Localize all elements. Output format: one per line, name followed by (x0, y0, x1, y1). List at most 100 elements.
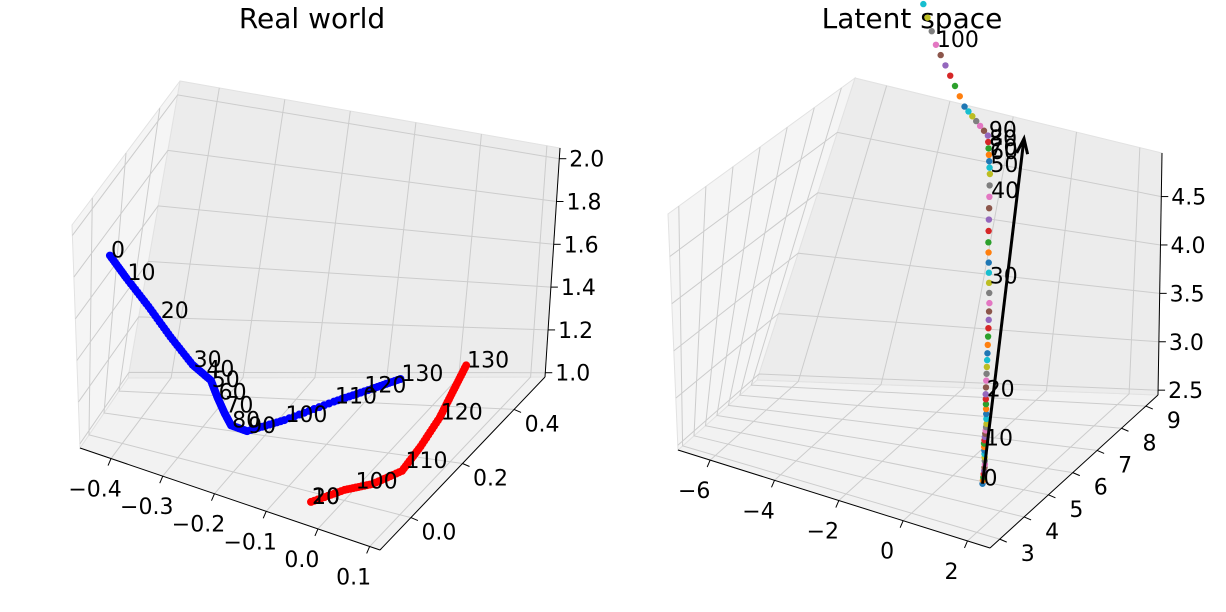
z-gridline (675, 313, 1159, 399)
data-point (985, 249, 992, 256)
x-tick-mark (159, 475, 164, 484)
y-tick-label: 0.2 (473, 467, 508, 492)
y-gridline (716, 146, 1073, 474)
data-point (961, 103, 968, 110)
x-gridline (214, 110, 351, 495)
data-point (920, 0, 927, 8)
data-point (932, 41, 940, 48)
point-annotation: 50 (990, 153, 1018, 178)
chart-title-real-world: Real world (239, 2, 385, 35)
x-tick-label: −6 (678, 479, 710, 504)
back-pane (127, 80, 561, 379)
direction-arrow-head (1015, 134, 1030, 155)
data-point (462, 361, 471, 370)
y-tick-label: 9 (1167, 409, 1181, 434)
x-tick-label: −4 (742, 499, 774, 524)
data-point (986, 299, 993, 307)
data-point (986, 193, 993, 201)
data-point (984, 333, 992, 340)
x-gridline (369, 145, 548, 547)
y-gridline (750, 87, 1146, 407)
z-gridline (673, 252, 1160, 352)
y-gridline (727, 127, 1098, 451)
point-annotation: 80 (232, 408, 260, 433)
y-tick-mark (999, 538, 1007, 543)
side-pane (71, 80, 181, 450)
real-world-3d-plot: −0.4−0.3−0.2−0.1 0.0 0.1 0.0 0.2 0.4 1.0 1.2 1.4… (68, 80, 604, 590)
z-gridline (677, 373, 1159, 446)
point-annotation: 10 (985, 427, 1013, 452)
y-tick-mark (1096, 449, 1105, 454)
point-annotation: 30 (990, 265, 1018, 290)
data-point (986, 158, 993, 165)
z-tick-label: 4.0 (1170, 234, 1205, 259)
x-tick-label: −2 (807, 520, 839, 545)
x-axis-line (677, 449, 991, 549)
data-point (985, 279, 993, 287)
data-point (982, 395, 990, 403)
x-tick-label: 0.1 (336, 565, 371, 590)
data-point (983, 410, 990, 418)
z-tick-label: 1.8 (566, 191, 601, 216)
point-annotation: 70 (990, 136, 1018, 161)
point-annotation: 80 (989, 127, 1017, 152)
y-tick-label: 0.4 (525, 412, 560, 437)
point-annotation: 100 (285, 403, 327, 428)
z-gridline (77, 316, 549, 403)
chart-title-latent-space: Latent space (822, 2, 1003, 35)
data-point (942, 62, 949, 69)
data-point (986, 170, 994, 178)
data-point (986, 164, 993, 171)
data-point (982, 400, 990, 408)
point-annotation: 20 (987, 377, 1015, 402)
side-pane (667, 76, 856, 452)
y-tick-mark (1072, 472, 1080, 477)
data-point (985, 145, 992, 152)
y-tick-mark (1145, 405, 1154, 410)
x-gridline (162, 99, 286, 477)
point-annotation: 120 (364, 373, 406, 398)
z-tick-label: 1.2 (558, 319, 593, 344)
data-point (985, 151, 993, 159)
point-annotation: 130 (467, 348, 509, 373)
data-point (983, 356, 991, 364)
x-tick-mark (706, 459, 711, 468)
z-tick-label: 2.0 (569, 148, 604, 173)
data-point (983, 377, 990, 384)
data-point (985, 259, 992, 266)
x-tick-mark (835, 500, 840, 508)
z-tick-label: 1.0 (555, 362, 590, 387)
z-tick-label: 4.5 (1171, 186, 1206, 211)
point-annotation: 130 (401, 362, 443, 387)
x-gridline (967, 147, 1141, 542)
y-gridline (693, 186, 1025, 518)
data-point (983, 370, 990, 377)
y-gridline (103, 152, 463, 464)
point-annotation: 90 (989, 119, 1017, 144)
y-tick-label: 6 (1094, 476, 1108, 501)
x-tick-mark (211, 493, 215, 501)
x-tick-mark (314, 528, 319, 537)
data-point (985, 269, 993, 276)
data-point (956, 93, 963, 100)
x-tick-label: −0.4 (68, 478, 121, 503)
x-tick-mark (366, 546, 371, 554)
z-gridline (79, 371, 546, 445)
x-tick-label: 0 (880, 540, 894, 565)
point-annotation: 110 (335, 385, 377, 410)
z-gridline (71, 94, 560, 236)
x-gridline (265, 122, 417, 512)
x-gridline (709, 85, 888, 461)
point-annotation: 120 (441, 400, 483, 425)
point-annotation: 20 (312, 485, 340, 510)
z-tick-label: 1.4 (561, 276, 596, 301)
point-annotation: 60 (990, 140, 1018, 165)
data-point (986, 182, 993, 189)
data-point (984, 341, 991, 349)
data-point (924, 14, 931, 21)
data-point (985, 316, 992, 324)
z-tick-label: 3.5 (1170, 282, 1205, 307)
data-point (980, 127, 988, 134)
y-gridline (88, 197, 412, 519)
